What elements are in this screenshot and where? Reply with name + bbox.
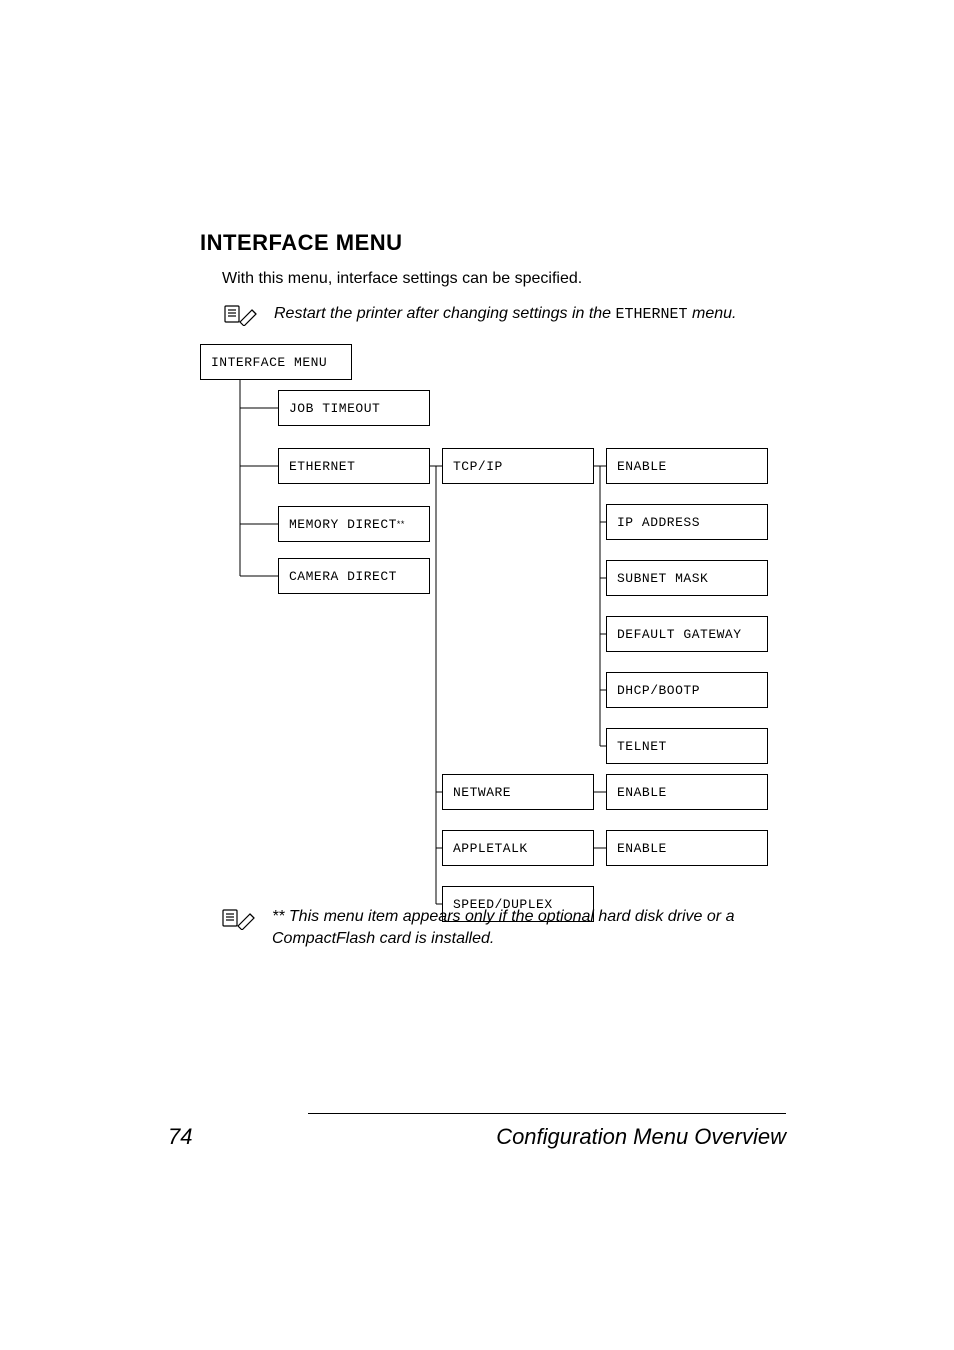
section-heading: INTERFACE MENU [200,230,786,256]
tree-node: ENABLE [606,448,768,484]
note-icon [220,906,258,935]
footnote-text: ** This menu item appears only if the op… [272,906,786,949]
note-icon [222,302,260,326]
footer-title: Configuration Menu Overview [496,1124,786,1150]
intro-text: With this menu, interface settings can b… [222,270,786,288]
tree-node: TCP/IP [442,448,594,484]
page-footer: 74 Configuration Menu Overview [168,1113,786,1150]
footer-rule [308,1113,786,1114]
tree-node: CAMERA DIRECT [278,558,430,594]
footnote-row: ** This menu item appears only if the op… [220,906,786,949]
tree-node: MEMORY DIRECT** [278,506,430,542]
tree-node: NETWARE [442,774,594,810]
tree-node: APPLETALK [442,830,594,866]
page-number: 74 [168,1124,192,1150]
tree-node: ETHERNET [278,448,430,484]
tree-node: ENABLE [606,774,768,810]
tree-node: JOB TIMEOUT [278,390,430,426]
tree-node: ENABLE [606,830,768,866]
tree-node: DHCP/BOOTP [606,672,768,708]
tree-node: TELNET [606,728,768,764]
menu-tree-diagram: INTERFACE MENU JOB TIMEOUT ETHERNET MEMORY … [200,344,822,926]
note-row: Restart the printer after changing setti… [222,302,786,326]
note-text: Restart the printer after changing setti… [274,305,736,323]
tree-node: IP ADDRESS [606,504,768,540]
tree-node: SUBNET MASK [606,560,768,596]
tree-root: INTERFACE MENU [200,344,352,380]
tree-node: DEFAULT GATEWAY [606,616,768,652]
